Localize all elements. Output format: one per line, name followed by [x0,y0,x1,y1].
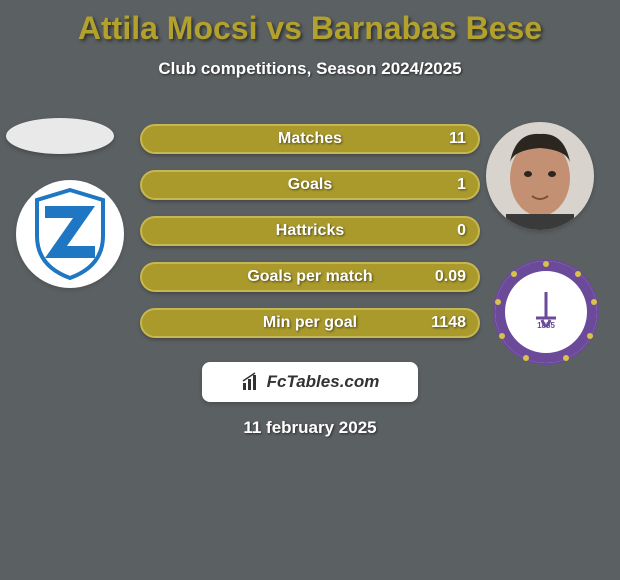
stat-label: Hattricks [276,222,344,240]
stat-value-right: 0 [457,222,466,240]
stat-label: Matches [278,130,342,148]
stat-label: Goals per match [247,268,372,286]
svg-text:1885: 1885 [537,321,555,330]
zte-shield-icon [31,188,109,280]
stat-label: Min per goal [263,314,357,332]
stat-label: Goals [288,176,332,194]
page-title: Attila Mocsi vs Barnabas Bese [0,0,620,47]
stat-value-right: 11 [449,130,466,148]
date-text: 11 february 2025 [243,418,376,438]
left-club-badge [16,180,124,288]
watermark-text: FcTables.com [267,372,380,392]
stat-row-min-per-goal: Min per goal 1148 [140,308,480,338]
chart-icon [241,372,261,392]
stat-value-right: 1 [457,176,466,194]
watermark: FcTables.com [202,362,418,402]
stat-row-goals: Goals 1 [140,170,480,200]
right-player-avatar [486,122,594,230]
stats-list: Matches 11 Goals 1 Hattricks 0 Goals per… [140,124,480,354]
stat-row-matches: Matches 11 [140,124,480,154]
stat-row-hattricks: Hattricks 0 [140,216,480,246]
stat-value-right: 1148 [431,314,466,332]
player-face-icon [486,122,594,230]
right-club-badge: 1885 [492,258,600,366]
stat-row-goals-per-match: Goals per match 0.09 [140,262,480,292]
ujpest-badge-icon: 1885 [492,258,600,366]
subtitle: Club competitions, Season 2024/2025 [0,59,620,79]
left-player-avatar [6,118,114,154]
stat-value-right: 0.09 [435,268,466,286]
comparison-card: Attila Mocsi vs Barnabas Bese Club compe… [0,0,620,580]
